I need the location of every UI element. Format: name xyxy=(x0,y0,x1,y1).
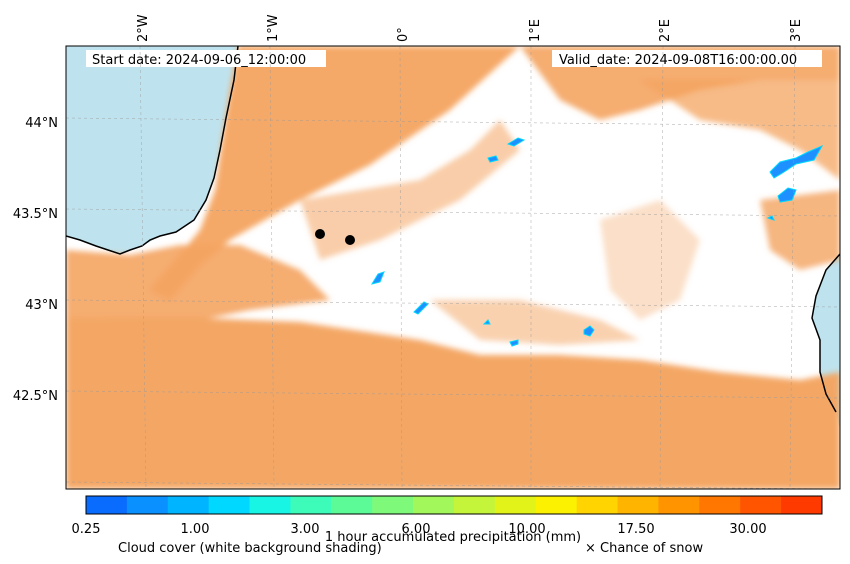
colorbar-segment xyxy=(126,496,169,514)
colorbar-tick-1: 1.00 xyxy=(181,522,210,537)
lon-label-2e: 2°E xyxy=(658,19,673,42)
colorbar-segment xyxy=(413,496,455,514)
location-marker-1 xyxy=(315,229,325,239)
colorbar-tick-0: 0.25 xyxy=(72,522,101,537)
colorbar-segment xyxy=(740,496,782,514)
map-area: Start date: 2024-09-06_12:00:00 Valid_da… xyxy=(66,46,840,489)
lon-label-1w: 1°W xyxy=(266,14,281,42)
colorbar-segment xyxy=(699,496,741,514)
valid-date-label: Valid_date: 2024-09-08T16:00:00.00 xyxy=(559,53,797,68)
colorbar-border xyxy=(85,495,823,515)
colorbar-tick-4: 10.00 xyxy=(508,522,545,537)
colorbar-tick-3: 6.00 xyxy=(402,522,431,537)
precipitation-colorbar xyxy=(85,495,823,515)
colorbar-segment xyxy=(249,496,291,514)
colorbar-ticks: 0.25 1.00 3.00 6.00 10.00 17.50 30.00 xyxy=(72,522,767,537)
colorbar-segment xyxy=(208,496,251,514)
lon-label-3e: 3°E xyxy=(789,19,804,42)
graticule-line xyxy=(139,46,147,489)
atlantic-coastline xyxy=(66,46,239,255)
colorbar-segment xyxy=(290,496,332,514)
start-date-label: Start date: 2024-09-06_12:00:00 xyxy=(92,53,306,68)
colorbar-segment xyxy=(535,496,578,514)
lat-label-44n: 44°N xyxy=(25,116,58,131)
colorbar-segment xyxy=(372,496,414,514)
start-date-box xyxy=(86,50,326,67)
colorbar-segment xyxy=(454,496,496,514)
lon-label-2w: 2°W xyxy=(136,14,151,42)
colorbar-segment xyxy=(617,496,659,514)
colorbar-tick-2: 3.00 xyxy=(291,522,320,537)
graticule-line xyxy=(659,46,664,489)
lon-label-0: 0° xyxy=(396,27,411,42)
colorbar-segment xyxy=(86,496,128,514)
graticule-line xyxy=(789,46,796,489)
graticule xyxy=(66,46,840,489)
colorbar-segment xyxy=(494,496,537,514)
colorbar-title: 1 hour accumulated precipitation (mm) xyxy=(325,530,581,545)
valid-date-box xyxy=(552,50,822,67)
lon-label-1e: 1°E xyxy=(528,19,543,42)
bay-of-biscay xyxy=(66,46,238,254)
precipitation-cells xyxy=(370,137,824,347)
map-border xyxy=(65,45,841,490)
graticule-line xyxy=(399,46,403,489)
colorbar-segment xyxy=(167,496,210,514)
colorbar-segment xyxy=(781,496,823,514)
colorbar-tick-6: 30.00 xyxy=(729,522,766,537)
lat-label-43-5n: 43.5°N xyxy=(13,207,58,222)
cloud-cover-legend: Cloud cover (white background shading) xyxy=(118,541,382,556)
colorbar-segment xyxy=(658,496,700,514)
lat-label-43n: 43°N xyxy=(25,298,58,313)
cloud-cover-shading xyxy=(66,46,840,489)
colorbar-segment xyxy=(576,496,619,514)
colorbar-segment xyxy=(331,496,373,514)
location-marker-2 xyxy=(345,235,355,245)
snow-legend: × Chance of snow xyxy=(585,541,703,556)
latitude-labels: 44°N 43.5°N 43°N 42.5°N xyxy=(13,116,58,404)
colorbar-tick-5: 17.50 xyxy=(617,522,654,537)
longitude-labels: 2°W 1°W 0° 1°E 2°E 3°E xyxy=(136,14,804,42)
lat-label-42-5n: 42.5°N xyxy=(13,389,58,404)
mediterranean-coastline xyxy=(811,253,840,413)
